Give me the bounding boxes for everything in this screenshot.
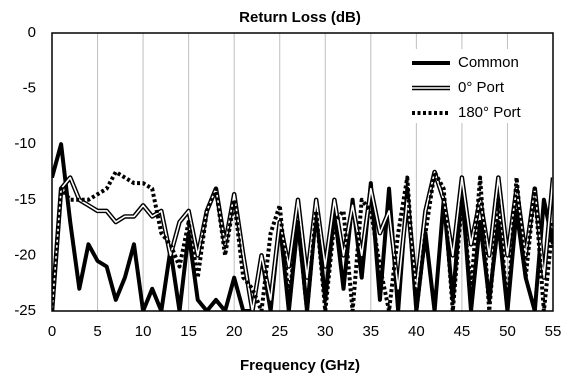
x-tick-label: 5	[93, 323, 101, 340]
chart-title: Return Loss (dB)	[239, 9, 361, 26]
series-line-inner	[52, 171, 553, 311]
plot-border	[51, 32, 554, 312]
y-tick-label: -20	[14, 246, 36, 263]
x-tick-label: 55	[545, 323, 562, 340]
x-tick-label: 15	[180, 323, 197, 340]
x-tick-label: 30	[317, 323, 334, 340]
y-tick-label: -10	[14, 135, 36, 152]
x-tick-label: 25	[271, 323, 288, 340]
y-tick-label: 0	[28, 24, 36, 41]
x-tick-label: 0	[48, 323, 56, 340]
y-tick-label: -25	[14, 302, 36, 319]
series-line	[52, 170, 553, 311]
legend-label: 0° Port	[458, 79, 505, 96]
x-tick-label: 10	[135, 323, 152, 340]
x-tick-label: 40	[408, 323, 425, 340]
x-tick-label: 35	[362, 323, 379, 340]
x-tick-label: 50	[499, 323, 516, 340]
legend-label: Common	[458, 54, 519, 71]
x-tick-label: 20	[226, 323, 243, 340]
y-tick-label: -5	[23, 80, 36, 97]
y-tick-label: -15	[14, 191, 36, 208]
plot-lines	[52, 142, 553, 311]
legend-label: 180° Port	[458, 104, 522, 121]
x-tick-label: 45	[454, 323, 471, 340]
x-axis-label: Frequency (GHz)	[240, 357, 360, 374]
